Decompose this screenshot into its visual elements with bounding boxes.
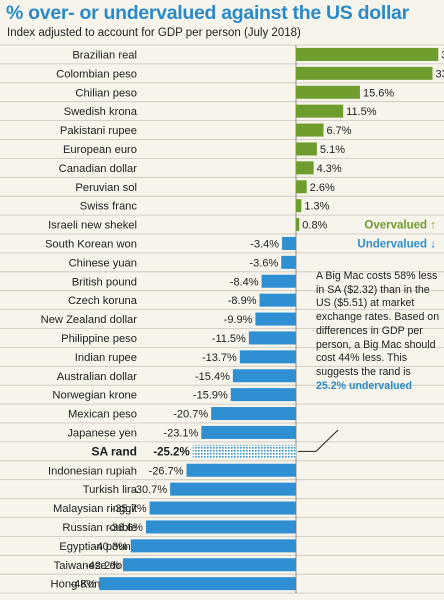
value-label: -23.1% [163, 427, 198, 439]
category-label: Indonesian rupiah [48, 465, 137, 477]
bar [296, 161, 314, 175]
category-label: Indian rupee [75, 352, 137, 364]
value-label: -26.7% [149, 465, 184, 477]
value-label: -8.9% [228, 295, 257, 307]
chart-title: % over- or undervalued against the US do… [6, 2, 409, 24]
value-label: 6.7% [326, 125, 351, 137]
bar [230, 388, 296, 402]
value-label: -13.7% [202, 352, 237, 364]
category-label: Colombian peso [56, 68, 137, 80]
value-label: -36.6% [108, 522, 143, 534]
value-label: -40.3% [93, 541, 128, 553]
bar [296, 218, 300, 232]
bar [145, 520, 296, 534]
value-label: -20.7% [173, 409, 208, 421]
bar [211, 407, 296, 421]
category-label: Russian rouble [62, 522, 137, 534]
bar [296, 85, 360, 99]
category-label: Chilian peso [75, 87, 137, 99]
category-label: European euro [63, 144, 137, 156]
category-label: Philippine peso [61, 333, 137, 345]
callout-highlight: 25.2% undervalued [316, 379, 412, 392]
bar [296, 47, 439, 61]
bar [239, 350, 296, 364]
value-label: -48% [71, 579, 97, 591]
callout-box: A Big Mac costs 58% less in SA ($2.32) t… [316, 270, 442, 393]
bar [296, 123, 324, 137]
overvalued-label: Overvalued ↑ [364, 220, 436, 232]
value-label: -15.9% [193, 390, 228, 402]
category-label: New Zealand dollar [41, 314, 138, 326]
value-label: 5.1% [320, 144, 345, 156]
callout-text: A Big Mac costs 58% less in SA ($2.32) t… [316, 270, 440, 378]
value-label: -35.7% [112, 503, 147, 515]
category-label: SA rand [91, 444, 137, 458]
category-label: Canadian dollar [59, 163, 138, 175]
bar [170, 482, 296, 496]
bar [248, 331, 296, 345]
category-label: Israeli new shekel [48, 220, 137, 232]
category-label: Swedish krona [64, 106, 138, 118]
bar [201, 425, 296, 439]
category-label: Norwegian krone [52, 390, 137, 402]
bar [296, 199, 302, 213]
value-label: 1.3% [304, 201, 329, 213]
callout-leader-line [298, 429, 339, 452]
bar [261, 274, 296, 288]
chart-marks: Brazilian real 34.7% Colombian peso 33.3% Ch… [41, 47, 444, 591]
bar [281, 255, 296, 269]
value-label: -8.4% [230, 276, 259, 288]
category-label: Chinese yuan [69, 257, 137, 269]
bar [282, 236, 296, 250]
value-label: -3.6% [249, 257, 278, 269]
bar [296, 142, 317, 156]
category-label: Japanese yen [67, 427, 137, 439]
category-label: Taiwanese dollar [54, 560, 138, 572]
bar [296, 180, 307, 194]
category-label: Australian dollar [57, 371, 137, 383]
bar [99, 577, 296, 591]
bar [130, 539, 296, 553]
value-label: -11.5% [212, 333, 246, 345]
bar-highlighted [192, 444, 296, 458]
value-label: 33.3% [436, 68, 444, 80]
category-label: Egyptian pound [59, 541, 137, 553]
value-label: 15.6% [363, 87, 394, 99]
bar [255, 312, 296, 326]
category-label: British pound [72, 276, 137, 288]
value-label: -15.4% [195, 371, 230, 383]
chart-rows [0, 44, 444, 594]
value-label: 34.7% [441, 49, 444, 61]
category-label: Czech koruna [68, 295, 138, 307]
bar [296, 66, 433, 80]
category-label: Mexican peso [68, 409, 137, 421]
bar [259, 293, 296, 307]
bar [149, 501, 296, 515]
bar [296, 104, 344, 118]
category-label: Peruvian sol [75, 182, 137, 194]
category-label: Malaysian ringgit [53, 503, 138, 515]
category-label: Brazilian real [72, 49, 137, 61]
bar [232, 369, 296, 383]
undervalued-label: Undervalued ↓ [357, 238, 436, 250]
bar [186, 463, 296, 477]
category-label: Pakistani rupee [60, 125, 137, 137]
value-label: -3.4% [250, 238, 279, 250]
value-label: -30.7% [132, 484, 167, 496]
value-label: 2.6% [310, 182, 335, 194]
value-label: -42.2% [85, 560, 120, 572]
value-label: 11.5% [346, 106, 377, 118]
category-label: Turkish lira [83, 484, 138, 496]
category-label: South Korean won [45, 238, 137, 250]
bar [122, 558, 296, 572]
value-label: -9.9% [224, 314, 253, 326]
value-label: 0.8% [302, 220, 327, 232]
value-label: -25.2% [153, 446, 189, 458]
value-label: 4.3% [317, 163, 342, 175]
category-label: Swiss franc [80, 201, 138, 213]
chart-subtitle: Index adjusted to account for GDP per pe… [7, 27, 301, 39]
